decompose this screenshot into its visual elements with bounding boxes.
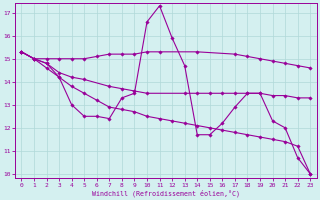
X-axis label: Windchill (Refroidissement éolien,°C): Windchill (Refroidissement éolien,°C) <box>92 189 240 197</box>
